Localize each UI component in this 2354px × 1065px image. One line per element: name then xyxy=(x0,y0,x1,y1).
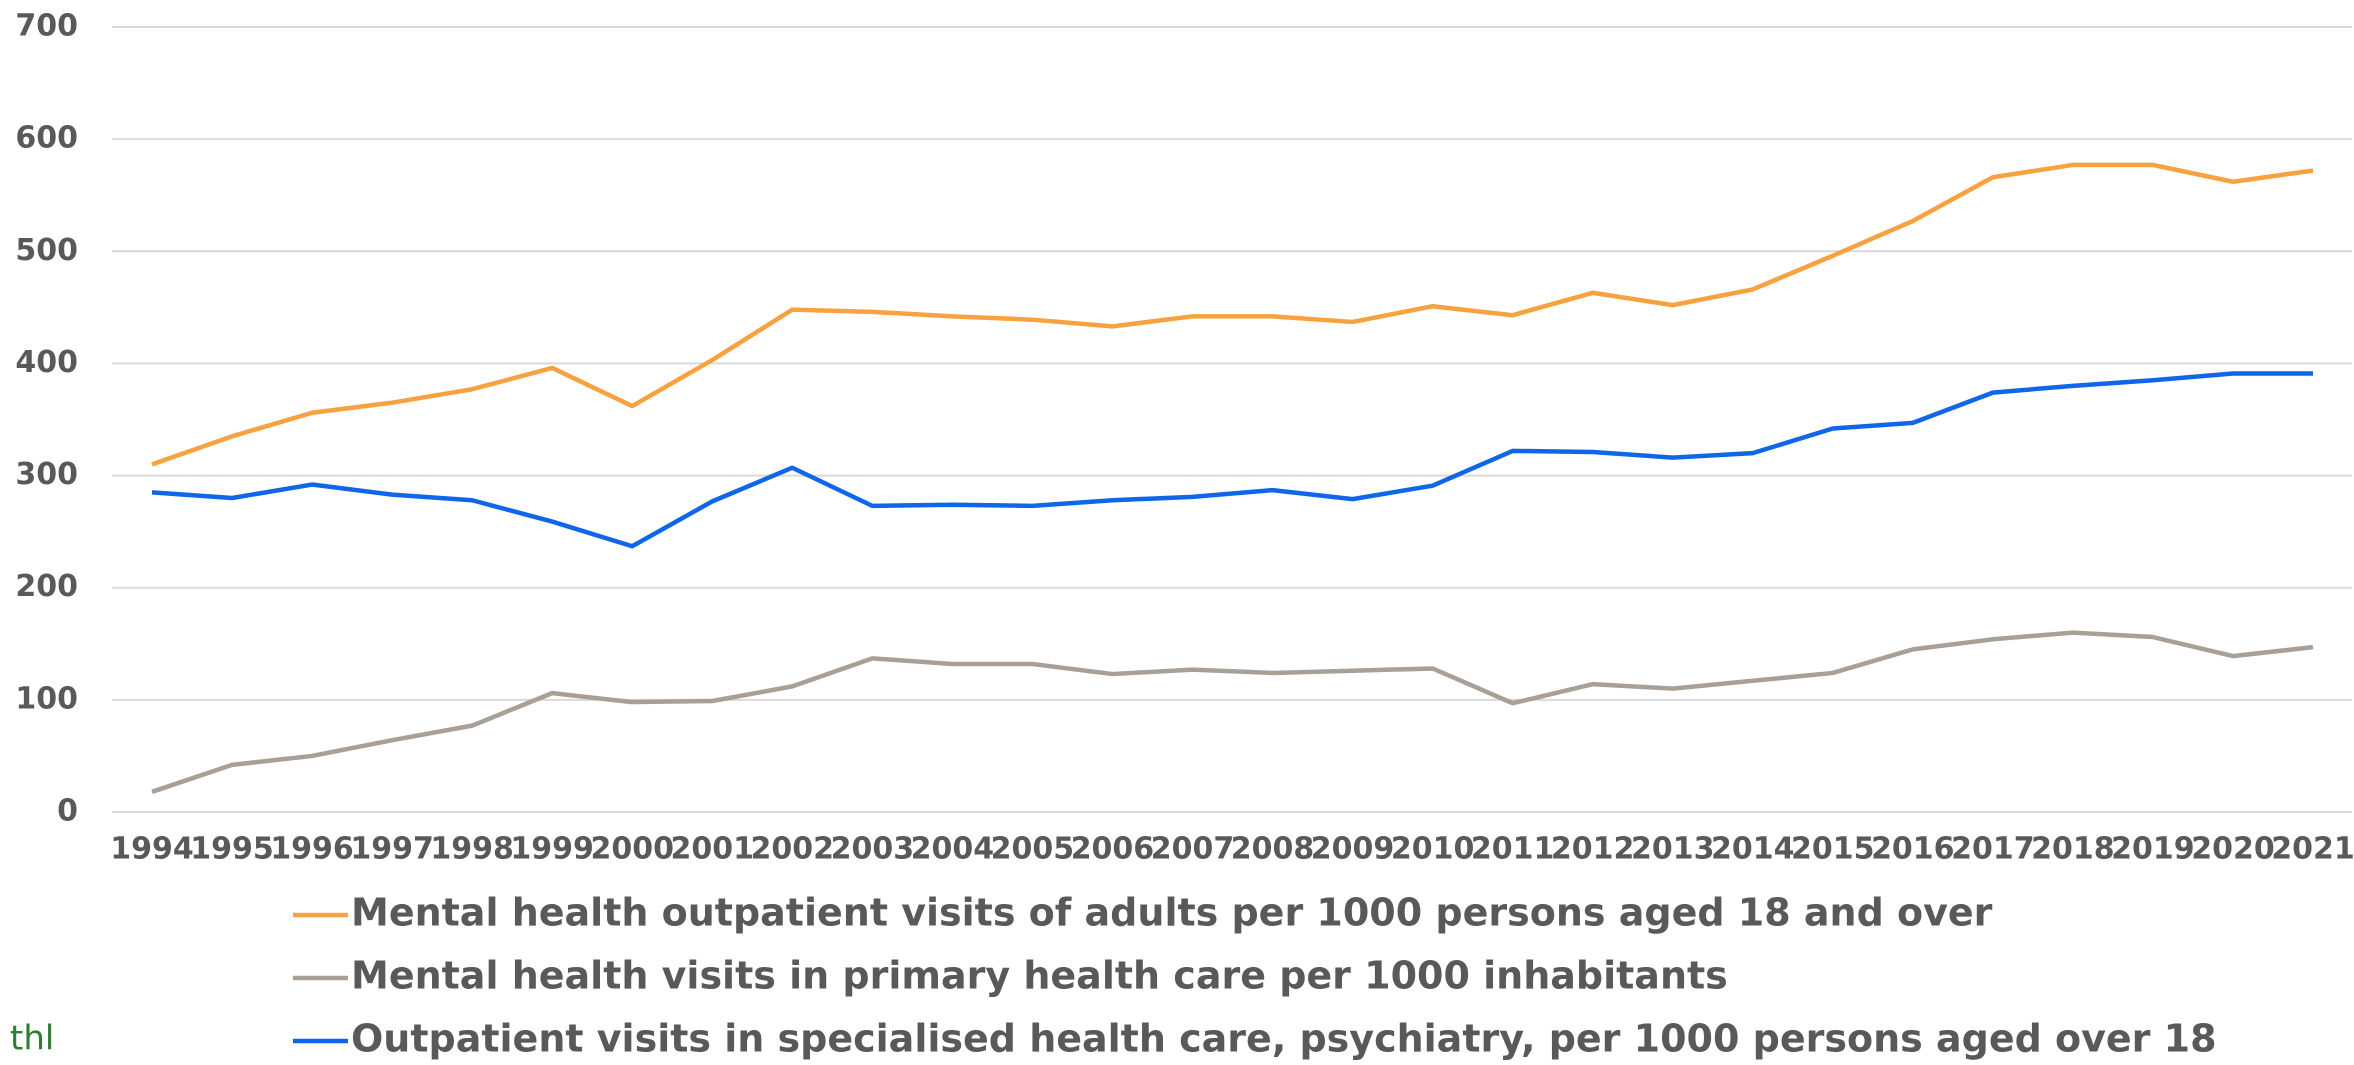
x-tick-label: 2015 xyxy=(1791,832,1875,867)
y-tick-label: 700 xyxy=(15,9,78,44)
x-tick-label: 1998 xyxy=(430,832,514,867)
series-line xyxy=(151,371,2313,549)
x-tick-label: 2020 xyxy=(2191,832,2275,867)
x-tick-label: 2021 xyxy=(2271,832,2354,867)
x-tick-label: 2006 xyxy=(1071,832,1155,867)
y-tick-label: 200 xyxy=(15,569,78,604)
x-tick-label: 2005 xyxy=(991,832,1075,867)
x-tick-label: 2016 xyxy=(1871,832,1955,867)
series-line xyxy=(151,630,2314,794)
legend-label: Outpatient visits in specialised health … xyxy=(351,1017,2217,1061)
y-tick-label: 100 xyxy=(15,681,78,716)
x-tick-label: 2014 xyxy=(1711,832,1795,867)
x-tick-label: 2002 xyxy=(751,832,835,867)
series-line xyxy=(151,162,2314,467)
x-tick-label: 1999 xyxy=(510,832,594,867)
x-tick-label: 2000 xyxy=(590,832,674,867)
legend-label: Mental health visits in primary health c… xyxy=(351,954,1728,998)
y-tick-label: 300 xyxy=(15,457,78,492)
x-tick-label: 1996 xyxy=(270,832,354,867)
y-tick-label: 500 xyxy=(15,233,78,268)
logo: thl xyxy=(10,1019,54,1059)
x-tick-label: 2003 xyxy=(831,832,915,867)
x-tick-label: 2018 xyxy=(2031,832,2115,867)
x-tick-label: 2013 xyxy=(1631,832,1715,867)
x-tick-label: 2001 xyxy=(671,832,755,867)
x-tick-label: 2009 xyxy=(1311,832,1395,867)
legend-label: Mental health outpatient visits of adult… xyxy=(351,891,1993,935)
x-tick-label: 2019 xyxy=(2111,832,2195,867)
x-tick-label: 2004 xyxy=(911,832,995,867)
x-tick-label: 1994 xyxy=(110,832,194,867)
x-tick-label: 2012 xyxy=(1551,832,1635,867)
x-tick-label: 1997 xyxy=(350,832,434,867)
x-tick-label: 2017 xyxy=(1951,832,2035,867)
x-tick-label: 1995 xyxy=(190,832,274,867)
y-tick-label: 600 xyxy=(15,121,78,156)
x-tick-label: 2011 xyxy=(1471,832,1555,867)
y-tick-label: 400 xyxy=(15,345,78,380)
x-tick-label: 2007 xyxy=(1151,832,1235,867)
x-tick-label: 2008 xyxy=(1231,832,1315,867)
x-tick-label: 2010 xyxy=(1391,832,1475,867)
y-tick-label: 0 xyxy=(57,794,78,829)
